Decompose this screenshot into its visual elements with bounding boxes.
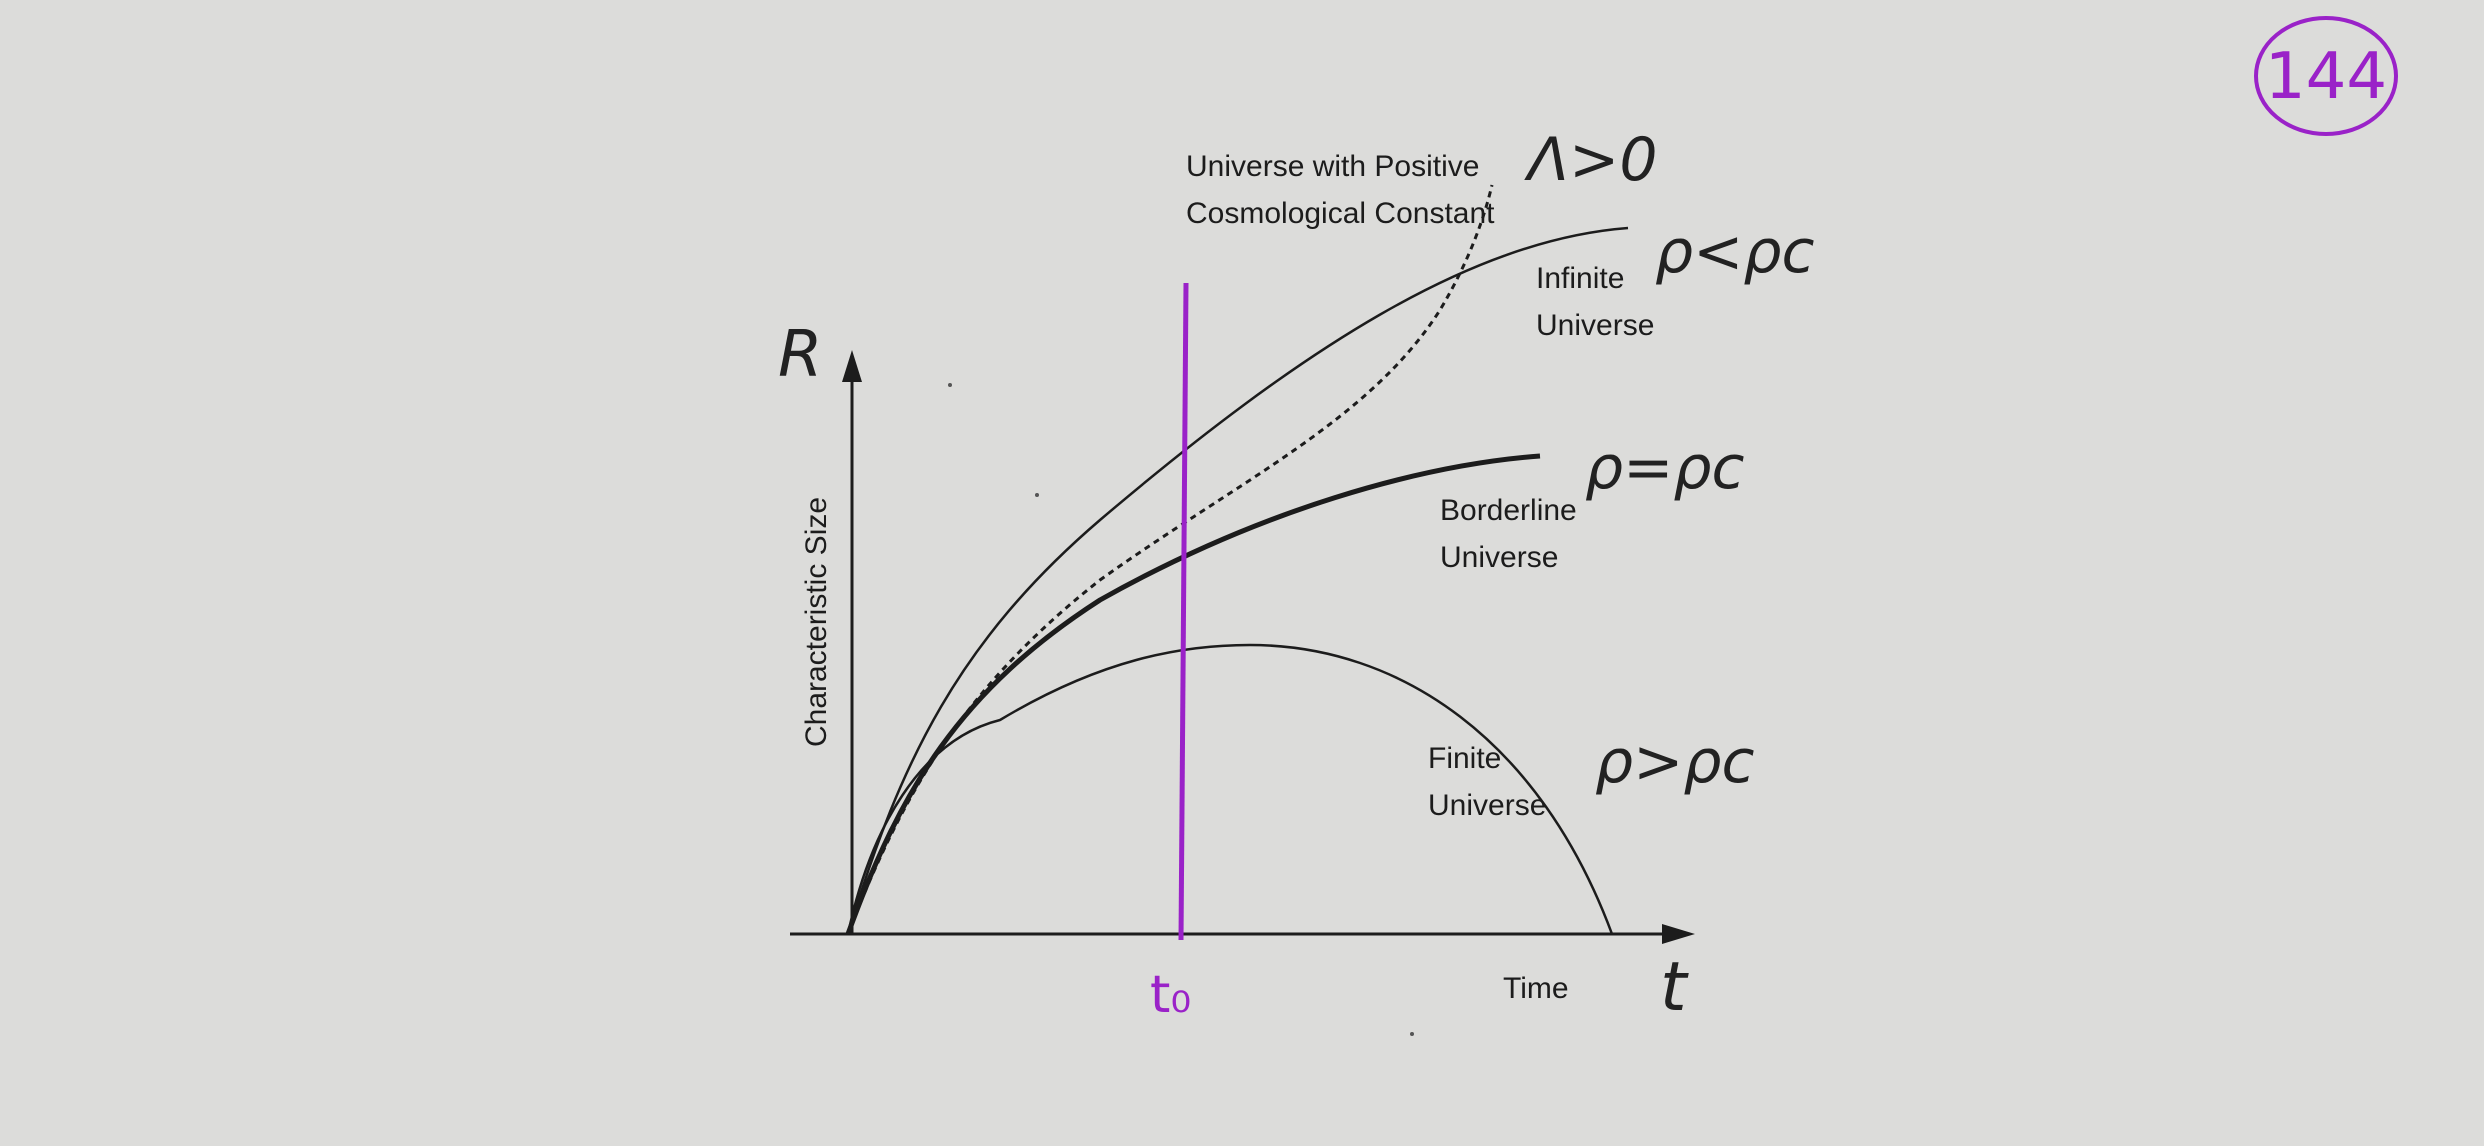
page-number-badge: 144 bbox=[2254, 16, 2398, 136]
finite-universe-curve bbox=[846, 643, 1614, 935]
y-axis-label: Characteristic Size bbox=[800, 497, 833, 747]
infinite-label-line1: Infinite bbox=[1536, 262, 1624, 295]
t0-label: t₀ bbox=[1150, 965, 1191, 1025]
finite-density-note: ρ>ρc bbox=[1595, 727, 1754, 797]
infinite-label-line2: Universe bbox=[1536, 309, 1654, 342]
infinite-density-note: ρ<ρc bbox=[1655, 217, 1814, 287]
page-number: 144 bbox=[2265, 40, 2387, 114]
infinite-universe-curve bbox=[846, 226, 1629, 935]
lambda-note: Λ>0 bbox=[1524, 125, 1658, 195]
paper-speck bbox=[948, 383, 952, 387]
curves bbox=[845, 184, 1629, 935]
x-axis-symbol: t bbox=[1660, 948, 1689, 1027]
paper-speck bbox=[1035, 493, 1039, 497]
borderline-label-line2: Universe bbox=[1440, 541, 1558, 574]
lambda-label-line2: Cosmological Constant bbox=[1186, 197, 1495, 230]
borderline-universe-curve bbox=[845, 453, 1541, 935]
t0-marker-line bbox=[1178, 282, 1189, 941]
finite-label-line2: Universe bbox=[1428, 789, 1546, 822]
borderline-label-line1: Borderline bbox=[1440, 494, 1577, 527]
y-axis-symbol: R bbox=[778, 318, 822, 392]
x-axis-label: Time bbox=[1503, 972, 1569, 1005]
lambda-universe-curve bbox=[846, 184, 1494, 935]
paper-speck bbox=[1410, 1032, 1414, 1036]
axes bbox=[790, 350, 1695, 944]
finite-label-line1: Finite bbox=[1428, 742, 1501, 775]
borderline-density-note: ρ=ρc bbox=[1585, 433, 1744, 503]
y-axis-arrowhead bbox=[842, 350, 862, 382]
lambda-label-line1: Universe with Positive bbox=[1186, 150, 1479, 183]
x-axis-arrowhead bbox=[1662, 924, 1695, 944]
